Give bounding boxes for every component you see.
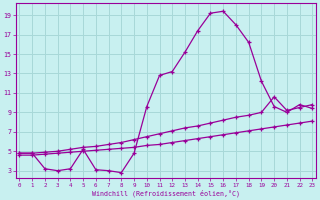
X-axis label: Windchill (Refroidissement éolien,°C): Windchill (Refroidissement éolien,°C) [92, 189, 240, 197]
